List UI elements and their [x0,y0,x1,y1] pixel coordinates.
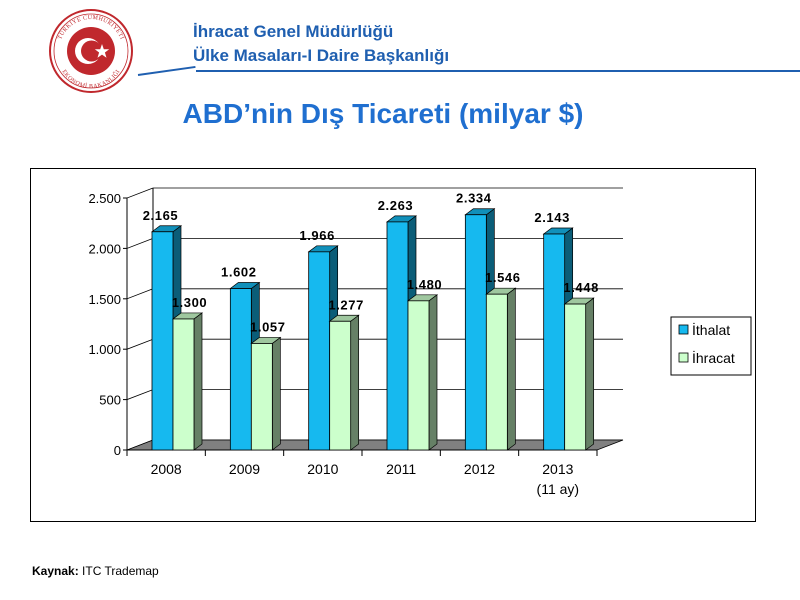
data-label: 1.300 [172,295,208,310]
ministry-header: İhracat Genel Müdürlüğü Ülke Masaları-I … [193,20,449,68]
data-label: 2.263 [378,198,414,213]
source-text: ITC Trademap [82,564,159,578]
data-label: 2.334 [456,191,492,206]
data-label: 1.480 [407,277,443,292]
x-tick-label: 2011 [386,461,416,477]
legend-swatch [678,352,689,363]
legend-label: İthalat [692,321,730,338]
x-tick-label: 2012 [464,461,495,477]
gridline-depth [126,238,154,249]
x-tick-label: 2008 [151,461,182,477]
x-tick-label: 2013 [542,461,573,477]
page-title: ABD’nin Dış Ticareti (milyar $) [182,98,584,129]
bar-İthalat [151,231,174,451]
bar-side-İhracat [350,314,360,451]
ministry-logo: TÜRKİYE CUMHURİYETİ EKONOMİ BAKANLIĞI [49,9,133,93]
bar-İhracat [407,300,430,451]
bar-chart: 0 500 1.000 1.500 2.000 2.500 2008 2009 2010 2011… [88,187,752,497]
gridline-depth [126,288,154,300]
y-tick-label: 2.000 [88,241,121,256]
y-tick-label: 500 [99,393,121,408]
data-label: 1.966 [299,228,335,243]
ministry-line-1: İhracat Genel Müdürlüğü [193,22,394,41]
bar-side-İhracat [585,297,595,451]
gridline-depth [126,389,154,400]
y-tick-label: 2.500 [88,191,121,206]
data-label: 1.057 [250,319,286,334]
bar-İthalat [386,221,409,451]
data-label: 2.143 [534,210,570,225]
bar-side-İhracat [506,287,516,451]
source-note: Kaynak: ITC Trademap [32,564,159,578]
gridline-depth [126,187,154,199]
bar-İhracat [485,293,508,451]
bar-İhracat [250,343,273,451]
bar-İhracat [172,318,195,451]
bar-İthalat [229,288,252,451]
bar-side-İhracat [193,312,203,451]
y-tick-label: 1.000 [88,342,121,357]
bar-side-İhracat [428,294,438,451]
y-tick-label: 0 [114,443,121,458]
data-label: 2.165 [143,208,179,223]
gridline-depth [126,338,154,350]
header-rule [137,65,196,76]
chart-frame: 0 500 1.000 1.500 2.000 2.500 2008 2009 2010 2011… [30,168,756,522]
data-label: 1.448 [563,280,599,295]
data-label: 1.602 [221,265,257,280]
bar-İhracat [329,320,352,451]
bar-İthalat [543,233,566,451]
x-tick-label: 2010 [307,461,338,477]
data-label: 1.546 [485,270,521,285]
bar-side-İhracat [271,336,281,451]
ministry-line-2: Ülke Masaları-I Daire Başkanlığı [193,46,450,65]
bar-İthalat [308,251,331,451]
x-tick-label: 2009 [229,461,260,477]
legend-label: İhracat [692,349,735,366]
source-label: Kaynak: [32,564,79,578]
data-label: 1.277 [328,297,364,312]
x-tick-sublabel: (11 ay) [537,481,580,497]
bar-İhracat [564,303,587,451]
y-tick-label: 1.500 [88,292,121,307]
header-rule-long [196,70,800,72]
bar-İthalat [464,214,487,451]
legend-swatch [678,324,689,335]
